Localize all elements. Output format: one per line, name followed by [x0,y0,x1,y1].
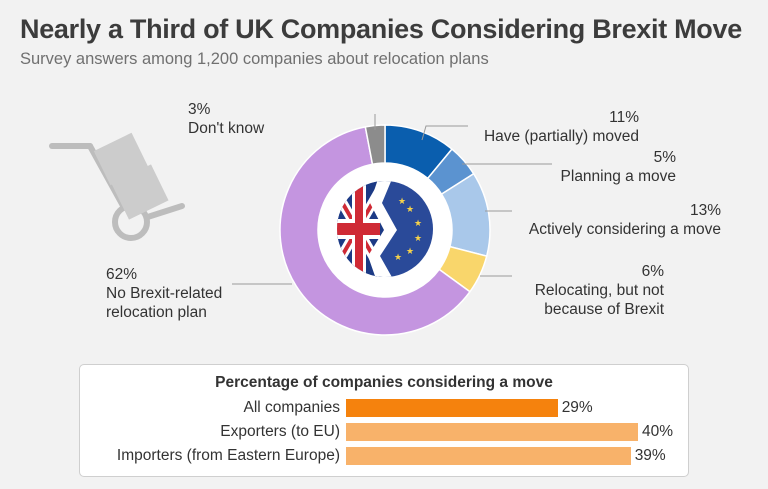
bar [346,399,558,417]
bar-value-label: 29% [561,399,593,416]
label-actively-considering: 13% Actively considering a move [528,202,721,238]
bar [346,447,631,465]
page-title: Nearly a Third of UK Companies Consideri… [20,14,742,44]
leader-lines [232,114,552,285]
bar-row: All companies 29% [80,398,688,418]
bar-value-label: 40% [642,423,674,440]
svg-text:★: ★ [406,205,414,215]
label-planning-move: 5% Planning a move [560,149,676,185]
page-subtitle: Survey answers among 1,200 companies abo… [20,50,489,68]
hand-truck-icon [49,132,185,241]
bar [346,423,638,441]
bar-row: Importers (from Eastern Europe) 39% [80,446,688,466]
bar-category-label: Exporters (to EU) [220,423,340,440]
svg-text:★: ★ [406,247,414,257]
bar-category-label: All companies [243,399,341,416]
label-dont-know: 3% Don't know [188,101,265,137]
bar-chart-title: Percentage of companies considering a mo… [215,374,553,391]
label-no-relocation-plan: 62% No Brexit-related relocation plan [106,266,223,321]
bar-chart-panel: Percentage of companies considering a mo… [79,364,689,477]
svg-text:★: ★ [394,253,402,263]
bar-row: Exporters (to EU) 40% [80,422,688,442]
bar-category-label: Importers (from Eastern Europe) [116,447,340,464]
label-relocating-not-brexit: 6% Relocating, but not because of Brexit [534,263,664,318]
label-have-moved: 11% Have (partially) moved [483,109,639,145]
svg-text:★: ★ [398,197,406,207]
svg-text:★: ★ [414,234,422,244]
bar-value-label: 39% [634,447,666,464]
svg-text:★: ★ [414,219,422,229]
brexit-flag-icon: ★ ★ ★ ★ ★ ★ [337,181,433,277]
